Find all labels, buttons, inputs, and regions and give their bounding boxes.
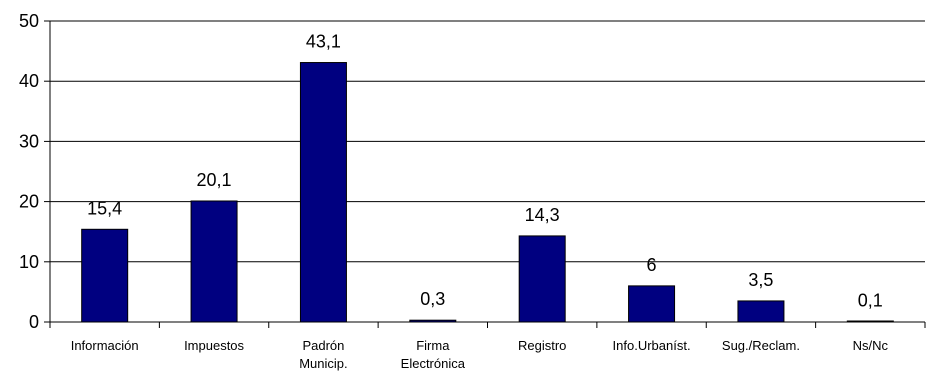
grid-lines [50, 20, 925, 263]
y-tick-label: 40 [19, 71, 39, 91]
x-category-label: Sug./Reclam. [722, 338, 800, 353]
bar [737, 300, 785, 323]
labels: 0 10 20 30 40 50 15,4 Información 20,1 Impuestos 4… [19, 11, 889, 371]
data-label: 43,1 [306, 32, 341, 52]
bar [190, 200, 238, 323]
bar [299, 62, 347, 323]
x-category-label: Información [71, 338, 139, 353]
x-category-label: Municip. [299, 356, 347, 371]
data-label: 14,3 [525, 205, 560, 225]
data-label: 20,1 [197, 170, 232, 190]
data-label: 0,3 [420, 289, 445, 309]
bar [81, 228, 129, 323]
data-label: 3,5 [748, 270, 773, 290]
y-tick-label: 50 [19, 11, 39, 31]
y-tick-label: 30 [19, 131, 39, 151]
axes [44, 20, 926, 328]
x-category-label: Padrón [302, 338, 344, 353]
data-label: 0,1 [858, 290, 883, 310]
x-category-label: Firma [416, 338, 450, 353]
y-tick-label: 10 [19, 252, 39, 272]
x-category-label: Impuestos [184, 338, 244, 353]
y-tick-label: 20 [19, 192, 39, 212]
x-category-label: Ns/Nc [853, 338, 889, 353]
data-label: 6 [647, 255, 657, 275]
x-category-label: Registro [518, 338, 566, 353]
x-category-label: Electrónica [401, 356, 466, 371]
x-category-label: Info.Urbaníst. [613, 338, 691, 353]
bar [518, 235, 566, 323]
bar [628, 285, 676, 323]
bars [81, 62, 894, 323]
y-tick-label: 0 [29, 312, 39, 332]
data-label: 15,4 [87, 198, 122, 218]
